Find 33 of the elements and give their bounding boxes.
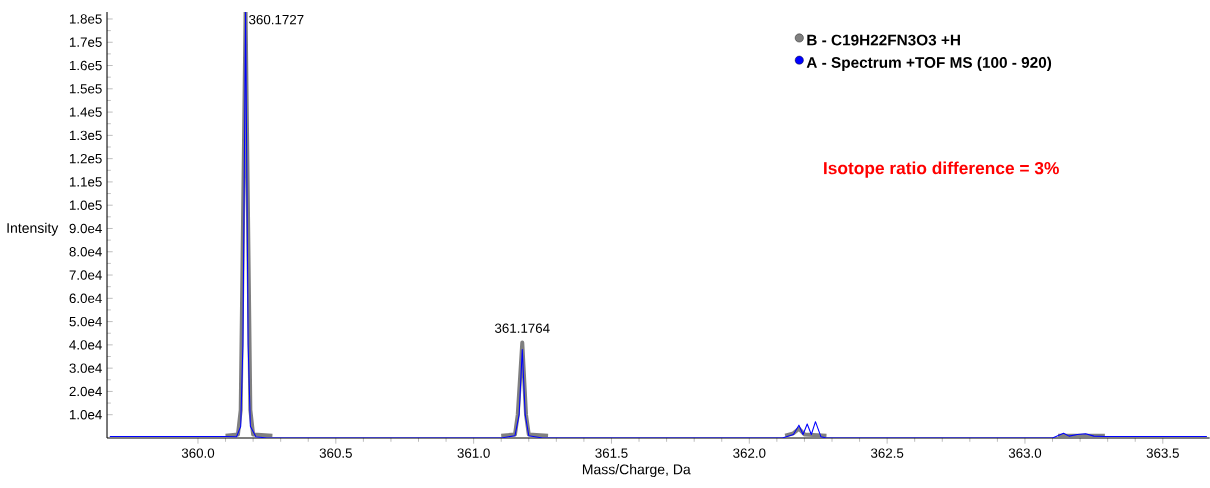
x-tick-label: 363.0 [1008, 448, 1042, 458]
x-tick-label: 362.0 [733, 448, 766, 458]
y-tick-label: 7.0e4 [69, 270, 102, 280]
x-axis-title: Mass/Charge, Da [582, 464, 691, 478]
y-tick-label: 3.0e4 [69, 363, 102, 373]
x-tick-label: 361.5 [595, 448, 628, 458]
y-tick-label: 9.0e4 [69, 223, 102, 234]
x-tick-label: 363.5 [1146, 448, 1179, 458]
y-tick-label: 1.0e4 [69, 409, 102, 420]
y-tick-label: 4.0e4 [69, 340, 102, 350]
y-tick-label: 1.0e5 [69, 200, 102, 210]
x-tick-label: 360.0 [181, 448, 215, 458]
x-tick-label: 361.0 [457, 448, 490, 458]
annotation: 361.1764 [494, 323, 550, 333]
y-tick-label: 2.0e4 [69, 386, 102, 397]
annotation: 360.1727 [249, 14, 304, 25]
y-axis-title: Intensity [7, 222, 59, 236]
y-tick-label: 1.6e5 [69, 60, 102, 71]
y-tick-label: 1.4e5 [69, 107, 102, 117]
x-tick-label: 360.5 [319, 448, 352, 458]
legend-label: A - Spectrum +TOF MS (100 - 920) [806, 56, 1052, 71]
x-tick-label: 362.5 [870, 448, 904, 458]
y-tick-label: 6.0e4 [69, 293, 102, 304]
y-tick-label: 1.7e5 [69, 37, 102, 47]
annotation: Isotope ratio difference = 3% [824, 161, 1059, 178]
y-tick-label: 8.0e4 [69, 247, 102, 257]
y-tick-label: 1.3e5 [69, 130, 102, 141]
y-tick-label: 1.1e5 [69, 177, 102, 187]
y-tick-label: 5.0e4 [69, 316, 102, 327]
legend-label: B - C19H22FN3O3 +H [807, 34, 960, 46]
y-tick-label: 1.5e5 [69, 84, 102, 94]
y-tick-label: 1.8e5 [69, 14, 102, 24]
y-tick-label: 1.2e5 [69, 153, 102, 164]
